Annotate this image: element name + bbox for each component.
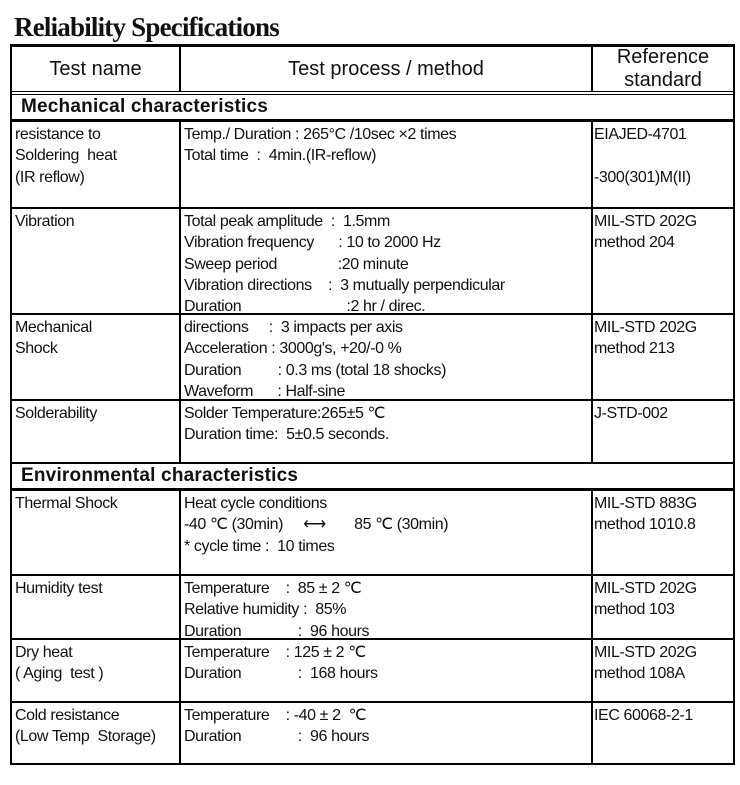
test-name-cell: Mechanical Shock — [12, 315, 181, 399]
header-method-label: Test process / method — [288, 57, 484, 80]
method-line: Total peak amplitude : 1.5mm — [184, 213, 390, 230]
reference-cell: MIL-STD 202G method 108A — [593, 640, 733, 701]
test-name-line: Mechanical — [15, 319, 92, 336]
method-line: Heat cycle conditions — [184, 495, 327, 512]
reference-line: MIL-STD 883G — [594, 495, 697, 512]
test-name-cell: Dry heat ( Aging test ) — [12, 640, 181, 701]
test-name-cell: resistance to Soldering heat (IR reflow) — [12, 122, 181, 207]
method-line: Temperature : -40 ± 2 ℃ — [184, 707, 367, 724]
test-name-cell: Cold resistance (Low Temp Storage) — [12, 703, 181, 763]
test-name-cell: Thermal Shock — [12, 491, 181, 574]
reference-cell: IEC 60068-2-1 — [593, 703, 733, 763]
reference-line: method 204 — [594, 234, 675, 252]
test-name-line: Cold resistance — [15, 707, 120, 724]
reference-cell: MIL-STD 202G method 204 — [593, 209, 733, 313]
header-reference-line: Reference — [616, 46, 710, 68]
section-header: Environmental characteristics — [12, 464, 733, 491]
test-name-line: Shock — [15, 340, 58, 358]
test-name-cell: Humidity test — [12, 576, 181, 638]
header-test-name-label: Test name — [49, 57, 142, 80]
reference-line: IEC 60068-2-1 — [594, 707, 693, 724]
reference-line: method 1010.8 — [594, 516, 696, 534]
method-cell: Total peak amplitude : 1.5mm Vibration fr… — [181, 209, 593, 315]
header-method: Test process / method — [181, 47, 593, 91]
reference-cell: MIL-STD 202G method 103 — [593, 576, 733, 638]
test-name-line: ( Aging test ) — [15, 665, 104, 683]
reference-line: MIL-STD 202G — [594, 644, 697, 661]
reference-cell: J-STD-002 — [593, 401, 733, 462]
test-name-line: Vibration — [15, 213, 75, 230]
method-line: Duration : 0.3 ms (total 18 shocks) — [184, 361, 447, 379]
reference-line: method 213 — [594, 340, 675, 358]
test-name-line: (IR reflow) — [15, 168, 85, 186]
method-cell: Temperature : 125 ± 2 ℃ Duration : 168 ho… — [181, 640, 593, 701]
method-cell: directions : 3 impacts per axis Accelerat… — [181, 315, 593, 400]
reference-line — [594, 145, 733, 166]
method-line: Solder Temperature:265±5 ℃ — [184, 405, 386, 422]
method-cell: Temperature : -40 ± 2 ℃ Duration : 96 hou… — [181, 703, 593, 763]
table-row: Vibration Total peak amplitude : 1.5mm Vib… — [12, 209, 733, 315]
reference-line: MIL-STD 202G — [594, 213, 697, 230]
method-line: Duration :2 hr / direc. — [184, 298, 426, 316]
method-line: Vibration directions : 3 mutually perpen… — [184, 276, 505, 294]
header-test-name: Test name — [12, 47, 181, 91]
reference-cell: EIAJED-4701 -300(301)M(II) — [593, 122, 733, 207]
method-line: Sweep period :20 minute — [184, 255, 409, 273]
test-name-line: (Low Temp Storage) — [15, 728, 156, 746]
table-row: Humidity test Temperature : 85 ± 2 ℃ Relat… — [12, 576, 733, 640]
table-header-row: Test name Test process / method Referenc… — [12, 46, 733, 95]
test-name-cell: Vibration — [12, 209, 181, 313]
test-name-line: Solderability — [15, 405, 97, 422]
reference-cell: MIL-STD 202G method 213 — [593, 315, 733, 399]
method-cell: Temp./ Duration : 265°C /10sec ×2 times T… — [181, 122, 593, 207]
reference-line: -300(301)M(II) — [594, 168, 691, 186]
header-reference-line: standard — [624, 69, 702, 91]
method-line: Acceleration : 3000g's, +20/-0 % — [184, 340, 402, 358]
test-name-line: Soldering heat — [15, 147, 117, 165]
method-line: Temperature : 125 ± 2 ℃ — [184, 644, 366, 661]
reference-line: J-STD-002 — [594, 405, 668, 422]
reliability-table: Test name Test process / method Referenc… — [10, 44, 735, 765]
reference-line: method 108A — [594, 665, 685, 683]
method-line: Waveform : Half-sine — [184, 382, 346, 400]
reference-line: method 103 — [594, 601, 675, 619]
reference-line: MIL-STD 202G — [594, 580, 697, 597]
method-line: Total time : 4min.(IR-reflow) — [184, 147, 377, 165]
method-line: * cycle time : 10 times — [184, 537, 335, 555]
method-cell: Temperature : 85 ± 2 ℃ Relative humidity … — [181, 576, 593, 640]
table-row: resistance to Soldering heat (IR reflow) Te… — [12, 122, 733, 209]
test-name-line: Dry heat — [15, 644, 73, 661]
method-line: Duration time: 5±0.5 seconds. — [184, 426, 389, 444]
test-name-cell: Solderability — [12, 401, 181, 462]
table-row: Cold resistance (Low Temp Storage) Tempera… — [12, 703, 733, 765]
method-line: Relative humidity : 85% — [184, 601, 347, 619]
table-row: Thermal Shock Heat cycle conditions -40 ℃ … — [12, 491, 733, 576]
table-row: Solderability Solder Temperature:265±5 ℃ D… — [12, 401, 733, 464]
table-row: Dry heat ( Aging test ) Temperature : 125 … — [12, 640, 733, 703]
reference-cell: MIL-STD 883G method 1010.8 — [593, 491, 733, 574]
reference-line: MIL-STD 202G — [594, 319, 697, 336]
section-header: Mechanical characteristics — [12, 95, 733, 122]
test-name-line: Thermal Shock — [15, 495, 118, 512]
method-line: Duration : 168 hours — [184, 665, 378, 683]
method-cell: Heat cycle conditions -40 ℃ (30min) ⟷ 85 … — [181, 491, 593, 574]
method-line: Duration : 96 hours — [184, 622, 370, 640]
reference-line: EIAJED-4701 — [594, 126, 687, 143]
method-line: Temperature : 85 ± 2 ℃ — [184, 580, 362, 597]
page-title: Reliability Specifications — [14, 12, 280, 42]
method-line: Temp./ Duration : 265°C /10sec ×2 times — [184, 126, 457, 143]
table-row: Mechanical Shock directions : 3 impacts pe… — [12, 315, 733, 401]
method-cell: Solder Temperature:265±5 ℃ Duration time:… — [181, 401, 593, 462]
method-line: directions : 3 impacts per axis — [184, 319, 403, 336]
test-name-line: Humidity test — [15, 580, 103, 597]
header-reference: Reference standard — [593, 46, 733, 91]
method-line: -40 ℃ (30min) ⟷ 85 ℃ (30min) — [184, 516, 449, 534]
method-line: Vibration frequency : 10 to 2000 Hz — [184, 234, 441, 252]
method-line: Duration : 96 hours — [184, 728, 370, 746]
test-name-line: resistance to — [15, 126, 101, 143]
